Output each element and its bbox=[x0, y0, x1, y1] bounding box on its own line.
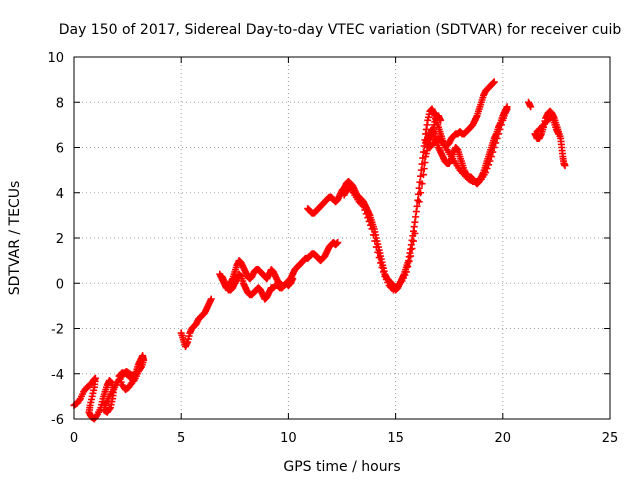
data-point bbox=[493, 134, 501, 142]
series-segment-4 bbox=[304, 78, 498, 294]
data-point bbox=[527, 103, 535, 111]
y-tick-label: -6 bbox=[51, 413, 64, 428]
data-point bbox=[503, 105, 511, 113]
data-point bbox=[378, 263, 386, 271]
data-point bbox=[119, 383, 127, 391]
series-segment-1 bbox=[70, 352, 148, 423]
data-point bbox=[417, 189, 425, 197]
data-point bbox=[361, 206, 369, 214]
data-point bbox=[289, 275, 297, 283]
data-point bbox=[369, 231, 377, 239]
data-point bbox=[136, 363, 144, 371]
data-point bbox=[364, 214, 372, 222]
series-segment-6 bbox=[525, 98, 569, 170]
chart-title: Day 150 of 2017, Sidereal Day-to-day VTE… bbox=[59, 22, 622, 38]
data-point bbox=[379, 268, 387, 276]
data-point bbox=[358, 201, 366, 209]
data-point bbox=[413, 202, 421, 210]
data-point bbox=[374, 248, 382, 256]
data-point bbox=[402, 268, 410, 276]
data-point bbox=[368, 225, 376, 233]
x-tick-label: 5 bbox=[177, 431, 185, 446]
data-point bbox=[496, 125, 504, 133]
data-point bbox=[411, 229, 419, 237]
data-point bbox=[377, 259, 385, 267]
data-point bbox=[334, 239, 342, 247]
series-segment-2 bbox=[177, 295, 215, 351]
data-point bbox=[362, 210, 370, 218]
data-point bbox=[359, 202, 367, 210]
data-point bbox=[367, 221, 375, 229]
data-points bbox=[70, 78, 569, 423]
data-point bbox=[555, 130, 563, 138]
y-axis-title: SDTVAR / TECUs bbox=[7, 181, 23, 296]
series-segment-5 bbox=[422, 103, 511, 188]
data-point bbox=[415, 198, 423, 206]
data-point bbox=[418, 180, 426, 188]
data-point bbox=[483, 165, 491, 173]
data-point bbox=[486, 157, 494, 165]
data-point bbox=[404, 263, 412, 271]
data-point bbox=[437, 116, 445, 124]
y-tick-label: 4 bbox=[56, 187, 64, 202]
x-tick-label: 15 bbox=[387, 431, 404, 446]
x-tick-label: 25 bbox=[602, 431, 619, 446]
data-point bbox=[405, 257, 413, 265]
data-point bbox=[397, 278, 405, 286]
data-point bbox=[415, 184, 423, 192]
data-point bbox=[407, 252, 415, 260]
x-axis-title: GPS time / hours bbox=[283, 459, 400, 475]
y-tick-label: 6 bbox=[56, 142, 64, 157]
axis-ticks: 0 5 10 15 20 25 -6 -4 -2 0 2 4 6 8 10 bbox=[47, 51, 618, 446]
x-tick-label: 20 bbox=[495, 431, 512, 446]
data-point bbox=[495, 130, 503, 138]
x-tick-label: 10 bbox=[280, 431, 297, 446]
data-point bbox=[409, 237, 417, 245]
data-point bbox=[75, 396, 83, 404]
series-segment-3 bbox=[216, 239, 342, 303]
grid bbox=[74, 57, 610, 419]
y-tick-label: -4 bbox=[51, 368, 64, 383]
data-point bbox=[93, 412, 101, 420]
data-point bbox=[414, 196, 422, 204]
data-point bbox=[489, 148, 497, 156]
data-point bbox=[485, 161, 493, 169]
y-tick-label: 10 bbox=[47, 51, 64, 66]
data-point bbox=[492, 139, 500, 147]
y-tick-label: -2 bbox=[51, 323, 64, 338]
data-point bbox=[437, 137, 445, 145]
data-point bbox=[482, 168, 490, 176]
x-tick-label: 0 bbox=[70, 431, 78, 446]
data-point bbox=[421, 159, 429, 167]
data-point bbox=[371, 237, 379, 245]
data-point bbox=[490, 144, 498, 151]
data-point bbox=[561, 162, 569, 170]
data-point bbox=[372, 243, 380, 251]
y-tick-label: 0 bbox=[56, 277, 64, 292]
data-point bbox=[420, 165, 428, 173]
data-point bbox=[490, 78, 498, 86]
data-point bbox=[207, 295, 215, 303]
data-point bbox=[419, 171, 427, 179]
data-point bbox=[408, 245, 416, 253]
data-point bbox=[497, 121, 505, 129]
y-tick-label: 2 bbox=[56, 232, 64, 247]
y-tick-label: 8 bbox=[56, 96, 64, 111]
data-point bbox=[487, 153, 495, 161]
data-point bbox=[365, 217, 373, 225]
data-point bbox=[375, 254, 383, 262]
